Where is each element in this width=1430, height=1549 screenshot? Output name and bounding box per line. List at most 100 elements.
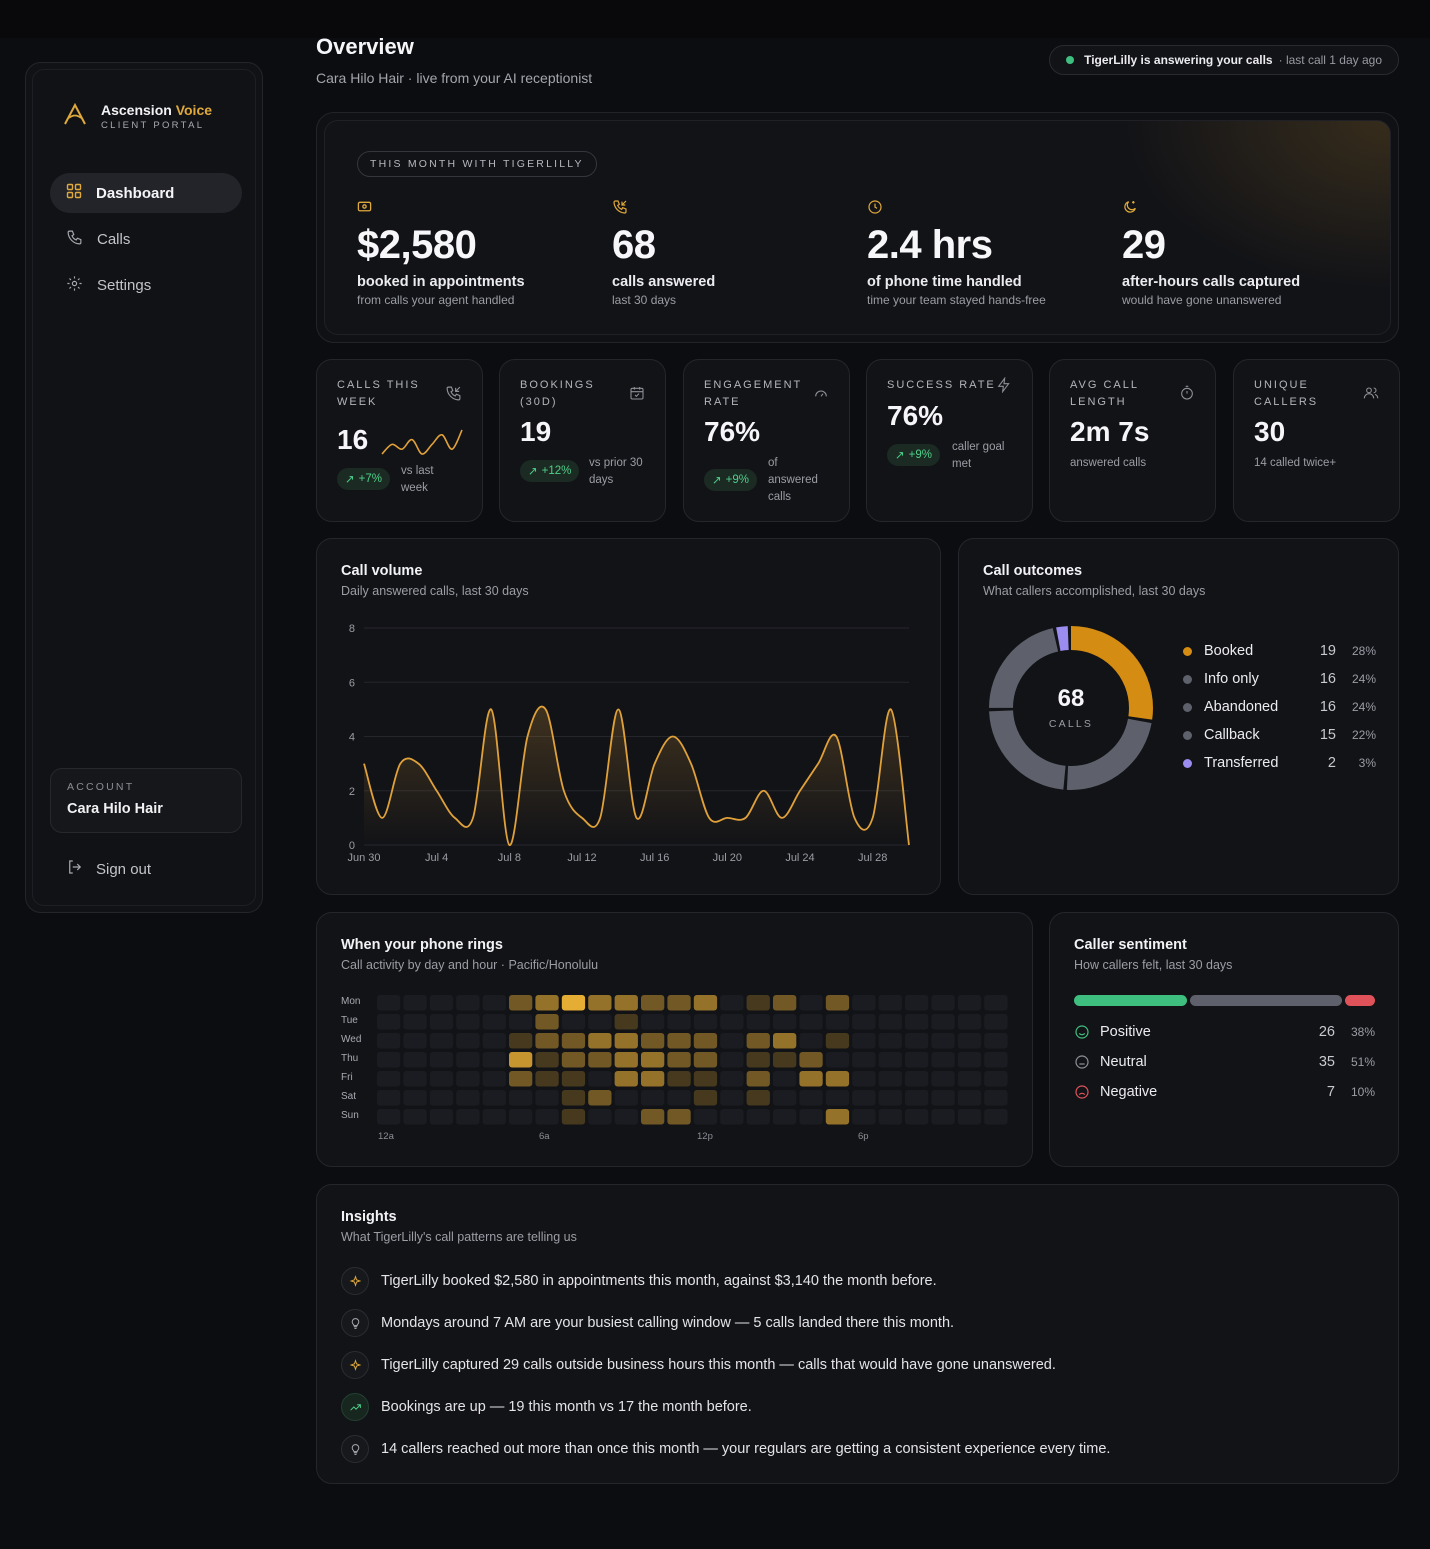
heatmap-cell xyxy=(693,1109,718,1125)
heatmap-cell xyxy=(377,995,401,1011)
stat-sub: would have gone unanswered xyxy=(1122,293,1282,307)
heatmap-cell xyxy=(720,1109,744,1125)
heatmap-cell xyxy=(641,995,665,1011)
heatmap-cell xyxy=(773,995,797,1011)
brand[interactable]: Ascension Voice CLIENT PORTAL xyxy=(63,102,212,131)
heatmap-cell xyxy=(482,1014,506,1030)
x-tick-label: Jul 28 xyxy=(858,852,887,864)
sidebar-item-calls[interactable]: Calls xyxy=(50,219,242,259)
stat-value: $2,580 xyxy=(357,223,477,267)
phone-icon xyxy=(66,229,83,250)
heatmap-cell xyxy=(984,1014,1008,1030)
frown-icon xyxy=(1074,1084,1090,1100)
heatmap-cell xyxy=(746,1033,770,1049)
heatmap-cell xyxy=(509,1014,533,1030)
y-tick-label: 8 xyxy=(349,623,355,635)
heatmap-cell xyxy=(588,1033,612,1049)
card-subtitle: Daily answered calls, last 30 days xyxy=(341,584,529,598)
heatmap-grid xyxy=(377,995,1008,1125)
heatmap-cell xyxy=(984,1052,1008,1068)
x-tick-label: Jul 20 xyxy=(713,852,742,864)
legend-item-info-only: Info only 16 24% xyxy=(1183,671,1376,687)
sentiment-neutral: Neutral 35 51% xyxy=(1074,1054,1375,1070)
heatmap-cell xyxy=(984,1033,1008,1049)
heatmap-cell xyxy=(403,995,427,1011)
trend-up-icon: ↗ xyxy=(345,474,355,486)
live-status-pill: TigerLilly is answering your calls · las… xyxy=(1049,45,1399,75)
heatmap-cell xyxy=(561,1090,586,1106)
insight-item: TigerLilly booked $2,580 in appointments… xyxy=(341,1267,937,1295)
heatmap-cell xyxy=(429,995,454,1011)
heatmap-cell xyxy=(746,1071,770,1087)
card-subtitle: How callers felt, last 30 days xyxy=(1074,958,1233,972)
heatmap-cell xyxy=(667,1033,691,1049)
users-icon xyxy=(1363,385,1379,406)
heatmap-cell xyxy=(588,1052,612,1068)
sign-out-button[interactable]: Sign out xyxy=(66,858,151,880)
heatmap-cell xyxy=(641,1090,665,1106)
heatmap-cell xyxy=(509,995,533,1011)
moon-icon xyxy=(1122,199,1362,217)
heatmap-cell xyxy=(825,1014,850,1030)
heatmap-cell xyxy=(931,1033,955,1049)
heatmap-cell xyxy=(957,1052,982,1068)
stat-label: after-hours calls captured xyxy=(1122,274,1301,290)
kpi-note: vs last week xyxy=(401,465,434,494)
heatmap-cell xyxy=(931,1071,955,1087)
heatmap-cell xyxy=(377,1052,401,1068)
heatmap-cell xyxy=(693,1090,718,1106)
kpi-calls-this-week: CALLS THIS WEEK 16 ↗ +7% vs last week xyxy=(316,359,483,522)
insight-item: TigerLilly captured 29 calls outside bus… xyxy=(341,1351,1056,1379)
heatmap-day-label: Mon xyxy=(341,996,361,1007)
heatmap-cell xyxy=(905,1033,929,1049)
brand-name: Ascension Voice xyxy=(101,102,213,118)
stat-label: booked in appointments xyxy=(357,274,525,290)
kpi-value: 76% xyxy=(704,416,761,447)
monthly-summary-inner: THIS MONTH WITH TIGERLILLY $2,580 booked… xyxy=(324,120,1391,335)
heatmap-cell xyxy=(799,1071,823,1087)
heatmap-cell xyxy=(693,1071,718,1087)
page-subtitle: Cara Hilo Hair · live from your AI recep… xyxy=(316,70,593,86)
heatmap-cell xyxy=(984,1090,1008,1106)
heatmap-day-label: Tue xyxy=(341,1015,358,1026)
heatmap-cell xyxy=(641,1071,665,1087)
heatmap-cell xyxy=(535,995,559,1011)
heatmap-cell xyxy=(905,1052,929,1068)
trend-badge: ↗ +9% xyxy=(887,444,940,466)
sign-out-label: Sign out xyxy=(96,860,152,878)
heatmap-cell xyxy=(825,1052,850,1068)
legend-item-transferred: Transferred 2 3% xyxy=(1183,755,1376,771)
sidebar-nav: Dashboard Calls Settings xyxy=(50,173,242,311)
heatmap-cell xyxy=(482,1033,506,1049)
kpi-note: vs prior 30 days xyxy=(589,457,643,486)
heatmap-cell xyxy=(667,1014,691,1030)
heatmap-cell xyxy=(535,1052,559,1068)
sidebar-item-dashboard[interactable]: Dashboard xyxy=(50,173,242,213)
sparkline-path xyxy=(381,429,463,455)
kpi-note: caller goal met xyxy=(952,441,1005,470)
heatmap-cell xyxy=(878,1071,902,1087)
account-card[interactable]: ACCOUNT Cara Hilo Hair xyxy=(50,768,242,833)
sidebar-item-settings[interactable]: Settings xyxy=(50,265,242,305)
heatmap-cell xyxy=(799,995,823,1011)
heatmap-cell xyxy=(429,1033,454,1049)
volume-line xyxy=(363,705,910,846)
gauge-icon xyxy=(813,385,829,406)
y-tick-label: 6 xyxy=(349,677,355,689)
phone-rings-heatmap-card: When your phone rings Call activity by d… xyxy=(316,912,1033,1167)
card-subtitle: What callers accomplished, last 30 days xyxy=(983,584,1206,598)
heatmap-cell xyxy=(693,995,718,1011)
heatmap-cell xyxy=(773,1052,797,1068)
heatmap-cell xyxy=(905,1109,929,1125)
heatmap-cell xyxy=(773,1033,797,1049)
heatmap-day-label: Sat xyxy=(341,1091,357,1102)
heatmap-cell xyxy=(905,1090,929,1106)
kpi-avg-call-length: AVG CALL LENGTH 2m 7s answered calls xyxy=(1049,359,1216,522)
kpi-value: 76% xyxy=(887,400,944,431)
summary-pill: THIS MONTH WITH TIGERLILLY xyxy=(357,151,597,177)
sentiment-negative: Negative 7 10% xyxy=(1074,1084,1375,1100)
heatmap-hour-label: 12p xyxy=(697,1131,713,1142)
heatmap-cell xyxy=(535,1014,559,1030)
call-volume-chart: 0 2 4 6 8 Jun 30 Jul 4 Jul 8 Jul 12 Jul 16 Jul 20 J… xyxy=(347,623,910,864)
heatmap-cell xyxy=(456,1052,480,1068)
